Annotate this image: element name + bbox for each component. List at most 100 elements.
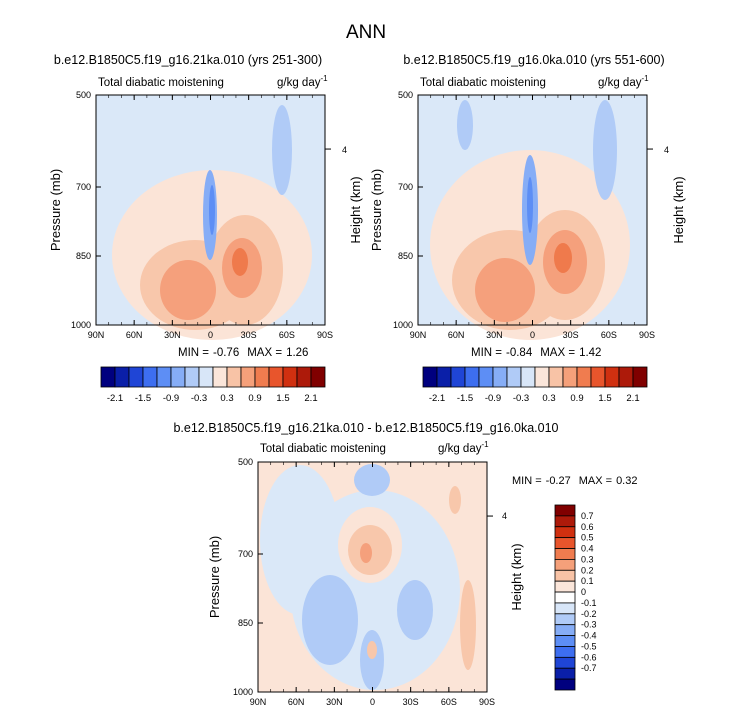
colorbar-box (548, 366, 564, 388)
x-tick-label: 60S (279, 330, 295, 340)
colorbar-box (554, 569, 576, 582)
colorbar-tick-label: 0.3 (581, 554, 594, 564)
panel-3-y2label: Height (km) (509, 543, 524, 610)
panel-2-left-label: Total diabatic moistening (420, 77, 546, 89)
colorbar-tick-label: 0.2 (581, 565, 594, 575)
x-tick-label: 90S (317, 330, 333, 340)
panel-2-ylabel: Pressure (mb) (369, 169, 384, 251)
colorbar-box (100, 366, 116, 388)
colorbar-box (492, 366, 508, 388)
panel-3-field (260, 464, 476, 690)
contour (527, 177, 533, 233)
colorbar-tick-label: 0 (581, 587, 586, 597)
contour (272, 105, 292, 195)
x-tick-label: 90N (410, 330, 427, 340)
panel-1-field (112, 105, 312, 340)
colorbar-tick-label: -2.1 (429, 393, 445, 404)
panel-3-stats: MIN = -0.27 MAX = 0.32 (512, 475, 637, 487)
panel-2-colorbar: -2.1 -1.5 -0.9 -0.3 0.3 0.9 1.5 2.1 (422, 366, 648, 404)
colorbar-box (142, 366, 158, 388)
colorbar-tick-label: 0.5 (581, 533, 594, 543)
colorbar-box (554, 526, 576, 539)
colorbar-box (282, 366, 298, 388)
panel-2-y2-tick-label: 4 (664, 145, 669, 155)
y-tick-label: 500 (76, 90, 91, 100)
colorbar-box (506, 366, 522, 388)
colorbar-box (422, 366, 438, 388)
colorbar-box (240, 366, 256, 388)
panel-2-title: b.e12.B1850C5.f19_g16.0ka.010 (yrs 551-6… (403, 53, 664, 67)
colorbar-box (554, 580, 576, 593)
colorbar-box (436, 366, 452, 388)
panel-1: b.e12.B1850C5.f19_g16.21ka.010 (yrs 251-… (48, 53, 363, 404)
x-tick-label: 30S (403, 697, 419, 707)
colorbar-box (198, 366, 214, 388)
colorbar-box (478, 366, 494, 388)
panel-2-units: g/kg day-1 (598, 74, 649, 89)
panel-1-y2-tick-label: 4 (342, 145, 347, 155)
colorbar-tick-label: -0.7 (581, 663, 597, 673)
colorbar-tick-label: -0.3 (513, 393, 529, 404)
colorbar-box (618, 366, 634, 388)
colorbar-box (114, 366, 130, 388)
contour (593, 100, 617, 200)
colorbar-tick-label: 2.1 (626, 393, 639, 404)
y-tick-label: 500 (398, 90, 413, 100)
colorbar-box (310, 366, 326, 388)
panel-2: b.e12.B1850C5.f19_g16.0ka.010 (yrs 551-6… (369, 53, 686, 404)
panel-3: b.e12.B1850C5.f19_g16.21ka.010 - b.e12.B… (173, 421, 637, 707)
colorbar-box (554, 548, 576, 560)
colorbar-box (520, 366, 536, 388)
y-tick-label: 850 (398, 251, 413, 261)
y-tick-label: 1000 (71, 320, 91, 330)
colorbar-box (450, 366, 466, 388)
x-tick-label: 90N (88, 330, 105, 340)
colorbar-tick-label: 0.7 (581, 511, 594, 521)
y-tick-label: 1000 (233, 687, 253, 697)
x-tick-label: 0 (530, 330, 535, 340)
contour (360, 630, 384, 690)
colorbar-box (576, 366, 592, 388)
panel-1-title: b.e12.B1850C5.f19_g16.21ka.010 (yrs 251-… (54, 53, 322, 67)
colorbar-tick-label: 0.9 (248, 393, 261, 404)
panel-2-field (430, 100, 630, 340)
colorbar-tick-label: 0.3 (542, 393, 555, 404)
x-tick-label: 0 (370, 697, 375, 707)
contour (449, 486, 461, 514)
colorbar-box (226, 366, 242, 388)
panel-1-colorbar: -2.1 -1.5 -0.9 -0.3 0.3 0.9 1.5 2.1 (100, 366, 326, 404)
x-tick-label: 60N (448, 330, 465, 340)
colorbar-box (604, 366, 620, 388)
colorbar-box (554, 537, 576, 549)
colorbar-box (554, 656, 576, 669)
contour (460, 580, 476, 670)
panel-2-y2label: Height (km) (671, 176, 686, 243)
contour (554, 243, 572, 273)
colorbar-box (254, 366, 270, 388)
colorbar-tick-label: -0.1 (581, 598, 597, 608)
colorbar-tick-label: -2.1 (107, 393, 123, 404)
panel-3-colorbar: 0.70.60.50.40.30.20.10-0.1-0.2-0.3-0.4-0… (554, 504, 597, 691)
colorbar-tick-label: 1.5 (598, 393, 611, 404)
colorbar-box (534, 366, 550, 388)
colorbar-box (554, 613, 576, 626)
panel-1-y2label: Height (km) (348, 176, 363, 243)
colorbar-tick-label: 0.1 (581, 576, 594, 586)
contour (367, 641, 377, 659)
contour (397, 580, 433, 640)
panel-2-stats: MIN = -0.84 MAX = 1.42 (471, 347, 601, 359)
colorbar-box (554, 602, 576, 615)
x-tick-label: 90S (479, 697, 495, 707)
colorbar-tick-label: -0.9 (163, 393, 179, 404)
colorbar-box (554, 559, 576, 571)
panel-1-ylabel: Pressure (mb) (48, 169, 63, 251)
contour (160, 260, 216, 320)
x-tick-label: 30N (164, 330, 181, 340)
x-tick-label: 60S (601, 330, 617, 340)
colorbar-tick-label: 0.4 (581, 544, 594, 554)
colorbar-box (554, 678, 576, 691)
colorbar-tick-label: 0.9 (570, 393, 583, 404)
panel-3-units: g/kg day-1 (438, 440, 489, 455)
colorbar-box (184, 366, 200, 388)
colorbar-tick-label: -0.2 (581, 609, 597, 619)
